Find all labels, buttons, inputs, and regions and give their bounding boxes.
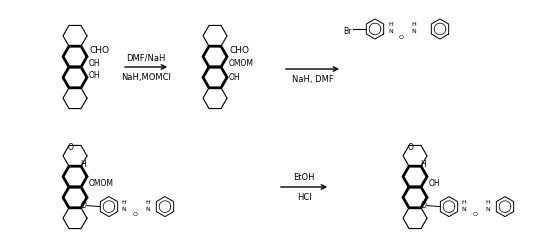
Text: H: H [485, 199, 490, 204]
Text: O: O [81, 200, 87, 209]
Text: NaH, DMF: NaH, DMF [291, 75, 334, 84]
Text: H: H [411, 21, 416, 26]
Text: H: H [145, 199, 150, 204]
Text: HCl: HCl [297, 192, 311, 201]
Text: OH: OH [89, 58, 100, 67]
Text: H: H [421, 159, 426, 168]
Text: OH: OH [229, 72, 241, 81]
Text: N: N [145, 206, 150, 211]
Text: H: H [461, 199, 466, 204]
Text: Br: Br [343, 26, 351, 35]
Text: N: N [388, 28, 393, 33]
Text: CHO: CHO [229, 46, 249, 55]
Text: H: H [121, 199, 126, 204]
Text: OMOM: OMOM [89, 178, 114, 187]
Text: H: H [388, 21, 393, 26]
Text: O: O [421, 200, 427, 209]
Text: OH: OH [429, 178, 441, 187]
Text: DMF/NaH: DMF/NaH [127, 53, 166, 62]
Text: N: N [121, 206, 126, 211]
Text: H: H [80, 159, 87, 168]
Text: O: O [408, 143, 414, 152]
Text: N: N [461, 206, 466, 211]
Text: N: N [485, 206, 490, 211]
Text: CHO: CHO [89, 46, 109, 55]
Text: O: O [133, 211, 138, 216]
Text: EtOH: EtOH [293, 172, 315, 181]
Text: OH: OH [89, 70, 100, 79]
Text: O: O [398, 34, 403, 39]
Text: O: O [68, 143, 74, 152]
Text: OMOM: OMOM [229, 58, 254, 67]
Text: NaH,MOMCl: NaH,MOMCl [121, 73, 171, 82]
Text: N: N [411, 28, 416, 33]
Text: O: O [472, 211, 477, 216]
